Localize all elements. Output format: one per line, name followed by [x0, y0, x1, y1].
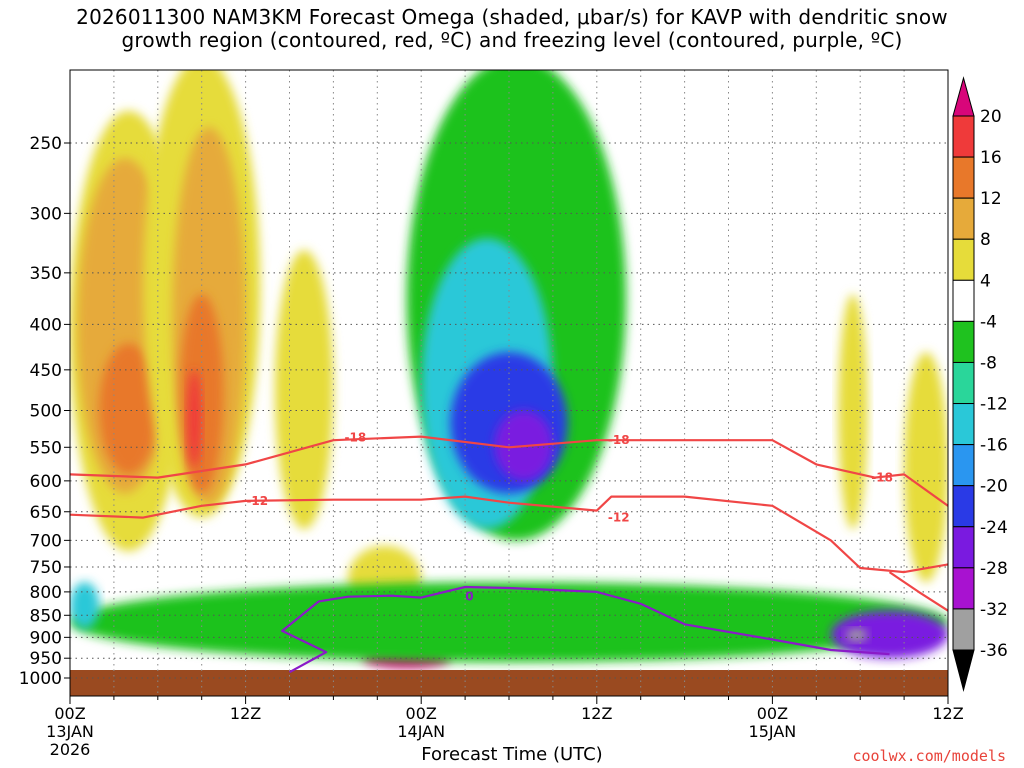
chart-title-line1: 2026011300 NAM3KM Forecast Omega (shaded…	[76, 5, 948, 29]
temperature-contours	[70, 435, 948, 674]
colorbar-label-2: 12	[980, 189, 1002, 209]
chart-title: 2026011300 NAM3KM Forecast Omega (shaded…	[0, 6, 1024, 52]
colorbar-label-10: -24	[980, 518, 1008, 538]
y-tick-label-750: 750	[30, 558, 62, 578]
contour--12b	[888, 571, 948, 612]
x-tick-label-0: 00Z	[54, 704, 85, 723]
colorbar-seg-8	[952, 444, 975, 487]
contour-0	[281, 585, 890, 674]
contour--18	[70, 435, 948, 507]
y-tick-label-300: 300	[30, 204, 62, 224]
contour-label-3: -12	[246, 494, 268, 508]
colorbar-bottom-arrow	[952, 649, 975, 692]
colorbar-label-5: -4	[980, 312, 997, 332]
colorbar-seg-1	[952, 156, 975, 199]
omega-region-16	[830, 610, 948, 659]
colorbar-label-0: 20	[980, 107, 1002, 127]
x-date-label-2: 14JAN	[397, 722, 445, 741]
colorbar-label-7: -12	[980, 395, 1008, 415]
y-tick-label-500: 500	[30, 402, 62, 422]
contour-label-4: -12	[608, 511, 630, 525]
colorbar-seg-5	[952, 320, 975, 363]
colorbar-label-6: -8	[980, 353, 997, 373]
y-tick-label-600: 600	[30, 472, 62, 492]
x-tick-label-2: 00Z	[406, 704, 437, 723]
colorbar-label-3: 8	[980, 230, 991, 250]
contour-labels: -18 -18 -18 -12 -12 0	[246, 430, 893, 603]
omega-colorbar: 20 16 12 8 4 -4 -8 -12 -16 -20 -24 -28 -32 -36	[952, 76, 1008, 692]
x-tick-label-4: 00Z	[757, 704, 788, 723]
omega-region-18	[838, 294, 868, 530]
y-tick-label-350: 350	[30, 264, 62, 284]
colorbar-label-11: -28	[980, 559, 1008, 579]
x-date-label-4: 15JAN	[749, 722, 797, 741]
colorbar-seg-9	[952, 485, 975, 528]
y-tick-label-950: 950	[30, 649, 62, 669]
colorbar-label-13: -36	[980, 641, 1008, 661]
y-tick-label-250: 250	[30, 134, 62, 154]
colorbar-seg-4	[952, 279, 975, 322]
omega-region-17	[845, 628, 868, 642]
y-tick-label-850: 850	[30, 606, 62, 626]
contour-label-5: 0	[465, 590, 473, 604]
colorbar-seg-2	[952, 197, 975, 240]
colorbar-seg-3	[952, 238, 975, 281]
chart-title-line2: growth region (contoured, red, ºC) and f…	[121, 28, 903, 52]
omega-region-19	[904, 352, 948, 583]
omega-region-6	[187, 369, 202, 468]
x-tick-label-3: 12Z	[581, 704, 612, 723]
grid-lines	[69, 70, 949, 696]
y-tick-label-1000: 1000	[19, 669, 62, 689]
contour-label-2: -18	[871, 471, 893, 485]
site-credit: coolwx.com/models	[852, 747, 1006, 765]
x-tick-label-1: 12Z	[230, 704, 261, 723]
y-tick-label-800: 800	[30, 583, 62, 603]
colorbar-seg-10	[952, 526, 975, 569]
omega-region-2	[99, 343, 158, 475]
colorbar-label-1: 16	[980, 148, 1002, 168]
colorbar-seg-12	[952, 608, 975, 651]
y-tick-label-450: 450	[30, 361, 62, 381]
colorbar-label-12: -32	[980, 600, 1008, 620]
colorbar-seg-0	[952, 115, 975, 158]
contour-label-0: -18	[345, 430, 367, 444]
y-tick-label-700: 700	[30, 531, 62, 551]
colorbar-seg-7	[952, 403, 975, 446]
x-tick-label-5: 12Z	[932, 704, 963, 723]
y-tick-label-400: 400	[30, 315, 62, 335]
x-axis-label: Forecast Time (UTC)	[421, 744, 603, 765]
pressure-axis: 2503003504004505005506006507007508008509…	[19, 134, 70, 689]
x-date-label-0: 13JAN	[46, 722, 94, 741]
y-tick-label-650: 650	[30, 503, 62, 523]
colorbar-seg-6	[952, 361, 975, 405]
contour-label-1: -18	[608, 433, 630, 447]
colorbar-seg-11	[952, 567, 975, 610]
colorbar-label-8: -16	[980, 436, 1008, 456]
y-tick-label-550: 550	[30, 438, 62, 458]
omega-region-14	[70, 582, 948, 663]
omega-shading	[70, 70, 948, 669]
colorbar-top-arrow	[952, 76, 975, 117]
omega-region-15	[70, 582, 100, 629]
contour--12	[70, 495, 948, 574]
colorbar-label-4: 4	[980, 271, 991, 291]
colorbar-label-9: -20	[980, 477, 1008, 497]
omega-region-7	[274, 250, 334, 530]
y-tick-label-900: 900	[30, 628, 62, 648]
x-year-label-0: 2026	[50, 740, 91, 759]
